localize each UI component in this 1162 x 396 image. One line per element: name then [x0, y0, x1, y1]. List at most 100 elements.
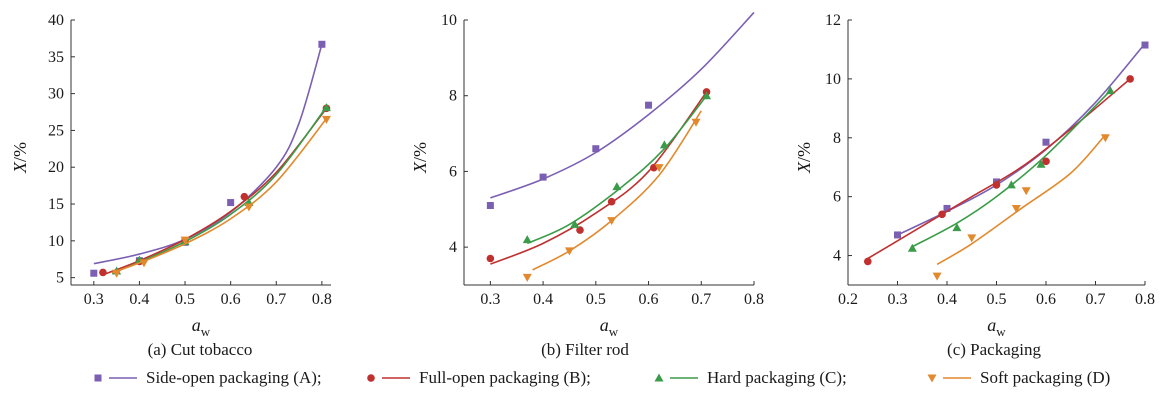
x-tick-label: 0.3 — [84, 291, 104, 308]
panel-caption: (b) Filter rod — [541, 340, 629, 359]
data-point-series-d — [244, 203, 254, 212]
data-point-series-b — [864, 257, 872, 266]
x-axis-label: aw — [192, 315, 211, 339]
x-tick-label: 0.8 — [1135, 291, 1155, 308]
y-tick-label: 10 — [441, 12, 457, 29]
data-point-series-d — [522, 273, 532, 282]
legend-marker — [367, 374, 375, 382]
data-point-series-a — [539, 173, 547, 181]
data-point-series-a — [894, 231, 901, 239]
fit-curve-series-c — [526, 95, 708, 245]
data-point-series-a — [318, 40, 326, 48]
legend-marker — [94, 374, 102, 382]
x-tick-label: 0.3 — [480, 291, 500, 308]
data-point-series-a — [1141, 41, 1149, 49]
x-tick-label: 0.8 — [744, 291, 764, 308]
y-tick-label: 40 — [48, 12, 64, 29]
x-tick-label: 0.7 — [691, 291, 711, 308]
y-tick-label: 4 — [449, 239, 457, 256]
fit-curve-series-b — [490, 91, 708, 265]
data-point-series-d — [691, 118, 701, 127]
data-point-series-a — [1042, 138, 1050, 146]
legend-item: Full-open packaging (B); — [367, 368, 591, 387]
x-axis-label: aw — [600, 315, 619, 339]
y-tick-label: 20 — [48, 159, 64, 176]
data-point-series-c — [907, 243, 917, 252]
y-tick-label: 10 — [48, 233, 64, 250]
data-point-series-b — [1042, 157, 1050, 166]
legend: Side-open packaging (A); Full-open packag… — [94, 368, 1110, 387]
data-point-series-d — [321, 115, 331, 124]
data-point-series-d — [654, 164, 664, 173]
legend-item: Side-open packaging (A); — [94, 368, 322, 387]
data-point-series-a — [645, 101, 653, 109]
data-point-series-b — [607, 197, 616, 206]
y-tick-label: 15 — [48, 196, 64, 213]
data-point-series-d — [139, 259, 149, 268]
x-tick-label: 0.4 — [129, 291, 149, 308]
panel-2: 0.3 0.4 0.5 0.6 0.7 0.8 4 6 8 10 aw X/% (b) Filter r… — [410, 11, 764, 359]
x-tick-label: 0.8 — [312, 291, 332, 308]
y-tick-label: 30 — [48, 86, 64, 103]
fit-curve-series-a — [93, 44, 323, 265]
data-point-series-b — [938, 210, 946, 219]
fit-curve-series-a — [490, 11, 755, 199]
y-tick-label: 25 — [48, 122, 64, 139]
data-point-series-a — [227, 199, 235, 207]
x-tick-label: 0.6 — [639, 291, 659, 308]
data-point-series-b — [240, 192, 249, 201]
data-point-series-b — [486, 254, 495, 263]
legend-item: Hard packaging (C); — [654, 368, 847, 387]
x-tick-label: 0.6 — [221, 291, 241, 308]
data-point-series-d — [932, 272, 942, 281]
fit-curve-series-c — [111, 106, 328, 274]
data-point-series-b — [1126, 75, 1134, 83]
legend-label: Side-open packaging (A); — [146, 368, 322, 387]
data-point-series-c — [1006, 180, 1016, 189]
data-point-series-c — [1036, 159, 1046, 168]
data-point-series-c — [522, 235, 532, 244]
data-point-series-b — [992, 181, 1001, 189]
y-tick-label: 8 — [449, 88, 457, 105]
data-point-series-c — [659, 140, 669, 149]
y-axis-label: X/% — [10, 142, 30, 174]
data-point-series-c — [321, 103, 331, 112]
data-point-series-d — [607, 217, 617, 226]
y-axis-label: X/% — [794, 142, 814, 174]
legend-marker — [654, 373, 664, 382]
legend-marker — [927, 374, 937, 383]
panel-caption: (a) Cut tobacco — [148, 340, 253, 359]
data-point-series-c — [612, 182, 622, 191]
x-tick-label: 0.4 — [937, 291, 957, 308]
data-point-series-d — [112, 269, 122, 278]
y-tick-label: 6 — [449, 163, 457, 180]
y-tick-label: 8 — [833, 130, 841, 147]
data-point-series-b — [99, 268, 107, 277]
legend-label: Full-open packaging (B); — [419, 368, 591, 387]
data-point-series-c — [952, 223, 962, 232]
data-point-series-d — [564, 247, 574, 256]
y-tick-label: 6 — [833, 189, 841, 206]
y-tick-label: 12 — [825, 12, 841, 29]
fit-curve-series-b — [102, 107, 328, 276]
y-axis-label: X/% — [410, 142, 430, 174]
fit-curve-series-b — [867, 78, 1131, 260]
panel-caption: (c) Packaging — [947, 340, 1041, 359]
fit-curve-series-d — [111, 118, 328, 274]
data-point-series-c — [702, 91, 712, 100]
data-point-series-a — [592, 145, 600, 153]
fit-curve-series-a — [897, 43, 1146, 236]
x-axis-label: aw — [987, 315, 1006, 339]
x-tick-label: 0.5 — [175, 291, 195, 308]
y-tick-label: 10 — [825, 71, 841, 88]
panel-1: 0.3 0.4 0.5 0.6 0.7 0.8 5 10 15 20 25 30 35 40 aw X/% (a… — [10, 12, 332, 359]
x-tick-label: 0.6 — [1036, 291, 1056, 308]
data-point-series-c — [1105, 86, 1115, 95]
y-tick-label: 4 — [833, 248, 841, 265]
data-point-series-d — [1021, 187, 1031, 196]
x-tick-label: 0.7 — [266, 291, 286, 308]
x-tick-label: 0.2 — [838, 291, 858, 308]
legend-label: Hard packaging (C); — [707, 368, 847, 387]
legend-item: Soft packaging (D) — [927, 368, 1110, 387]
y-tick-label: 5 — [56, 270, 64, 287]
